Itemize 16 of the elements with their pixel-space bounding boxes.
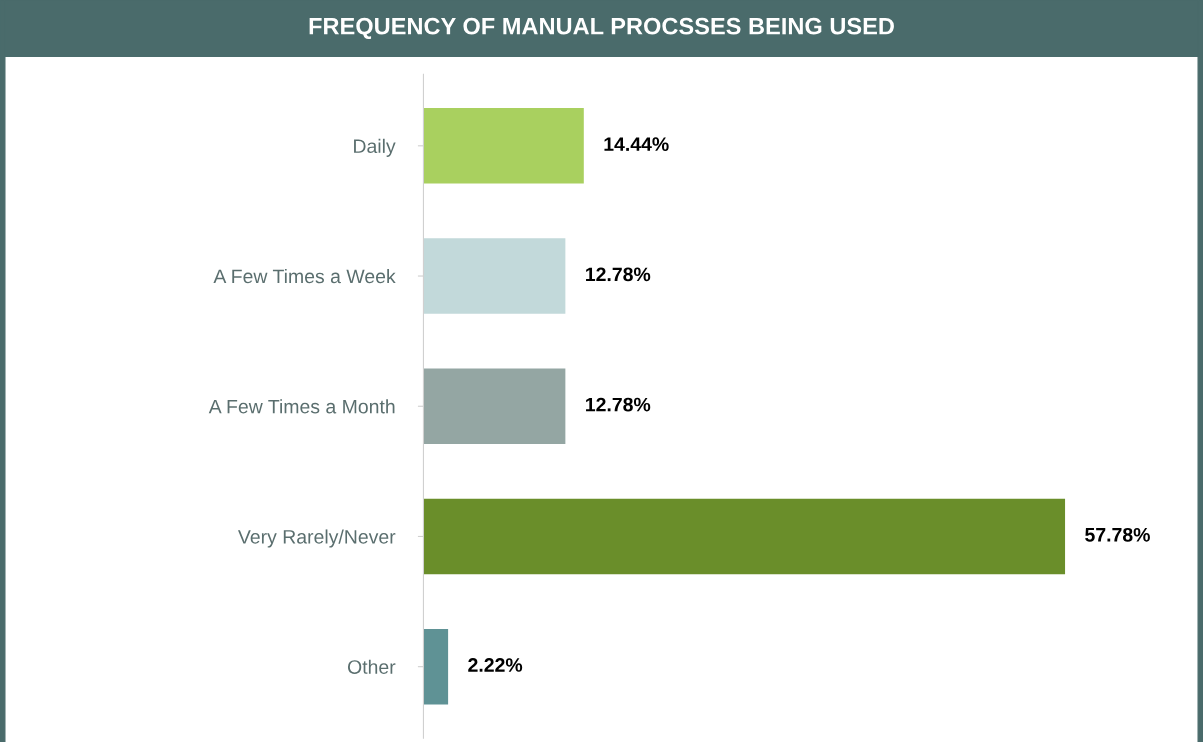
bar: [423, 108, 584, 184]
bar: [423, 238, 566, 314]
data-label: 14.44%: [604, 137, 669, 151]
bar: [423, 498, 1066, 575]
data-label: 12.78%: [586, 397, 651, 412]
bar: [423, 628, 449, 705]
chart-title: FREQUENCY OF MANUAL PROCSSES BEING USED: [309, 17, 894, 39]
data-label: 2.22%: [468, 658, 523, 672]
y-tick-label: Very Rarely/Never: [238, 529, 396, 548]
y-tick-label: A Few Times a Month: [208, 399, 395, 414]
y-tick-label: Other: [347, 659, 396, 674]
bar: [423, 368, 566, 445]
data-label: 12.78%: [586, 267, 651, 282]
y-tick-label: Daily: [354, 138, 396, 157]
y-tick-label: A Few Times a Week: [213, 268, 396, 284]
data-label: 57.78%: [1085, 527, 1150, 542]
